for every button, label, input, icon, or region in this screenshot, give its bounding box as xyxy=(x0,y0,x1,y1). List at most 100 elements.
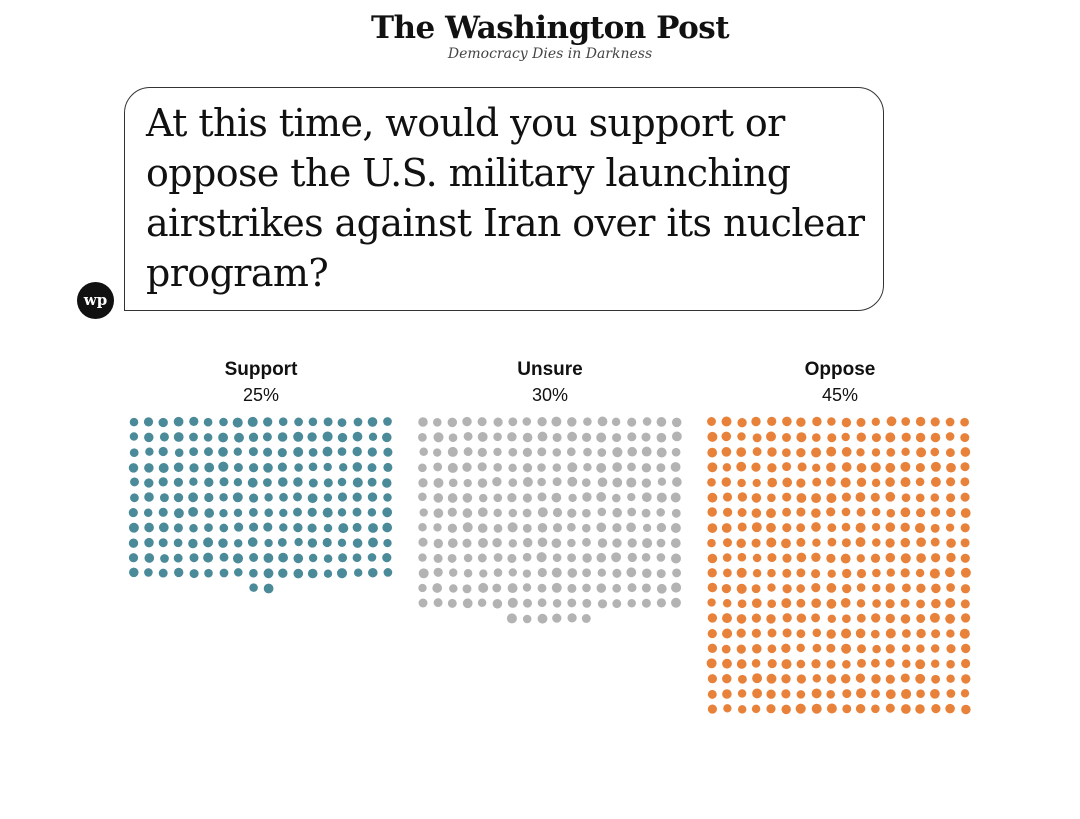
dot-support xyxy=(158,507,168,517)
dot-oppose xyxy=(707,507,717,517)
dot-support xyxy=(128,522,139,533)
dot-support xyxy=(159,493,169,503)
dot-oppose xyxy=(885,628,896,639)
dot-unsure xyxy=(656,538,666,548)
dot-unsure xyxy=(418,417,428,427)
dot-oppose xyxy=(736,659,747,669)
dot-unsure xyxy=(462,416,472,427)
dot-unsure xyxy=(418,492,427,502)
dot-oppose xyxy=(855,673,866,683)
dot-oppose xyxy=(960,508,971,518)
dot-support xyxy=(203,417,213,427)
dot-unsure xyxy=(582,523,591,533)
dot-support xyxy=(248,432,259,442)
dot-support xyxy=(218,447,228,457)
dot-oppose xyxy=(841,492,851,502)
dot-support xyxy=(352,477,363,488)
dot-oppose xyxy=(722,613,732,624)
dot-oppose xyxy=(811,688,822,699)
dot-oppose xyxy=(946,462,956,473)
dot-oppose xyxy=(885,674,895,684)
dot-oppose xyxy=(871,689,880,699)
dot-oppose xyxy=(781,689,791,699)
dot-oppose xyxy=(826,493,837,504)
dot-oppose xyxy=(737,418,747,428)
dot-oppose xyxy=(960,477,970,487)
dot-oppose xyxy=(811,613,821,623)
dot-oppose xyxy=(961,643,971,654)
wp-logo-badge: wp xyxy=(77,282,114,319)
site-logo[interactable]: The Washington Post xyxy=(370,10,730,46)
dot-oppose xyxy=(811,659,821,669)
dot-oppose xyxy=(871,522,881,532)
dot-support xyxy=(263,478,272,487)
dot-unsure xyxy=(641,432,651,442)
dot-oppose xyxy=(752,478,761,488)
dot-oppose xyxy=(707,689,717,699)
dot-unsure xyxy=(433,567,443,577)
dot-oppose xyxy=(722,673,732,684)
dot-oppose xyxy=(885,522,896,533)
dot-oppose xyxy=(796,447,806,458)
dot-unsure xyxy=(478,493,488,503)
dot-oppose xyxy=(796,493,807,503)
dot-support xyxy=(233,463,243,472)
dot-unsure xyxy=(552,432,562,443)
dot-unsure xyxy=(567,417,577,427)
dot-unsure xyxy=(582,568,592,578)
dot-oppose xyxy=(722,463,732,472)
dot-support xyxy=(158,463,169,473)
dot-support xyxy=(145,447,154,456)
dot-oppose xyxy=(960,613,971,623)
dot-oppose xyxy=(946,507,956,518)
dot-oppose xyxy=(736,614,747,624)
dot-unsure xyxy=(612,447,623,458)
dot-unsure xyxy=(493,493,503,503)
dot-oppose xyxy=(930,659,940,668)
dot-support xyxy=(279,492,288,502)
dot-unsure xyxy=(433,477,444,488)
dot-oppose xyxy=(812,433,821,442)
dot-oppose xyxy=(885,583,896,593)
dot-oppose xyxy=(856,644,867,654)
dot-unsure xyxy=(567,476,578,487)
dot-support xyxy=(278,552,288,563)
dot-unsure xyxy=(641,492,652,503)
dot-oppose xyxy=(781,659,792,670)
dot-oppose xyxy=(901,432,911,442)
dot-oppose xyxy=(737,674,747,684)
dot-unsure xyxy=(670,523,681,533)
dot-unsure xyxy=(626,522,636,533)
dot-oppose xyxy=(737,552,747,562)
dot-support xyxy=(294,417,303,427)
dot-oppose xyxy=(826,553,836,564)
dot-oppose xyxy=(707,462,718,473)
dot-oppose xyxy=(900,553,911,564)
dot-support xyxy=(307,507,317,517)
dot-oppose xyxy=(751,538,761,548)
dot-unsure xyxy=(671,447,681,457)
dot-oppose xyxy=(946,674,955,683)
dot-unsure xyxy=(433,448,442,457)
dot-unsure xyxy=(583,417,592,426)
dot-oppose xyxy=(736,538,746,549)
dot-unsure xyxy=(670,538,681,548)
dot-unsure xyxy=(493,432,502,442)
dot-oppose xyxy=(915,493,925,503)
dot-unsure xyxy=(433,432,444,443)
dot-oppose xyxy=(900,461,911,472)
dot-oppose xyxy=(707,523,718,533)
dot-oppose xyxy=(916,508,926,518)
dot-unsure xyxy=(567,583,577,593)
dot-unsure xyxy=(597,507,607,517)
dot-oppose xyxy=(931,598,941,609)
dot-support xyxy=(204,508,215,518)
dot-oppose xyxy=(782,462,792,472)
dot-oppose xyxy=(767,599,777,609)
dot-oppose xyxy=(841,507,851,517)
dot-unsure xyxy=(642,538,653,549)
dot-support xyxy=(323,462,332,472)
dot-unsure xyxy=(612,477,623,488)
dot-support xyxy=(189,477,198,486)
dot-oppose xyxy=(722,658,732,669)
